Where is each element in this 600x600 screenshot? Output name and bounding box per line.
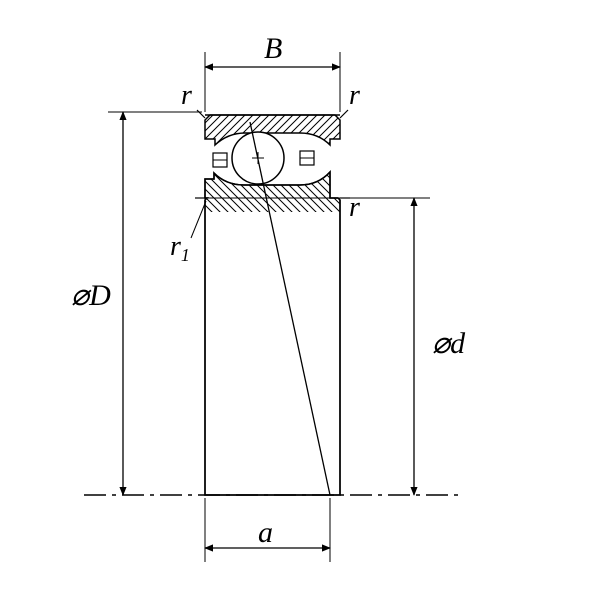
dimension-D: ⌀D bbox=[71, 112, 202, 495]
label-d: ⌀d bbox=[432, 327, 466, 360]
label-r-top-right: r bbox=[349, 80, 360, 111]
label-a: a bbox=[258, 516, 273, 549]
label-B: B bbox=[264, 32, 282, 65]
dimension-B: B bbox=[205, 32, 340, 112]
svg-text:r1: r1 bbox=[170, 231, 190, 265]
dimension-a: a bbox=[205, 498, 330, 562]
label-D: ⌀D bbox=[71, 279, 111, 312]
dimension-d: ⌀d bbox=[343, 198, 466, 495]
bearing-cross-section-diagram: B ⌀D ⌀d a r r r r1 bbox=[0, 0, 600, 600]
label-r1: r1 bbox=[170, 201, 206, 265]
label-r-mid-right: r bbox=[349, 192, 360, 223]
label-r-top-left: r bbox=[181, 80, 192, 111]
